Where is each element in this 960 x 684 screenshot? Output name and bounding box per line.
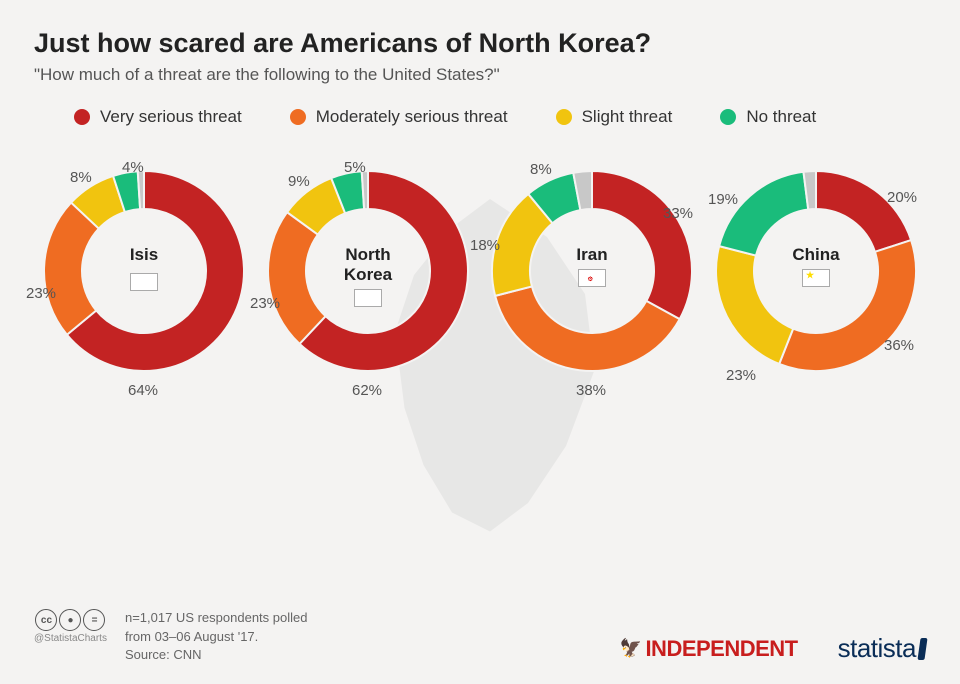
independent-text: INDEPENDENT [645, 636, 797, 662]
brand-logos: 🦅 INDEPENDENT statista [620, 633, 926, 664]
segment-value-label: 38% [576, 382, 606, 399]
donut-chart: China20%36%23%19% [712, 167, 920, 427]
footnote-line2: from 03–06 August '17. [125, 628, 308, 646]
donut-segment [816, 171, 911, 252]
legend-item: Slight threat [556, 107, 673, 127]
donut-chart: Iran33%38%18%8% [488, 167, 696, 427]
footnote-block: cc ● = @StatistaCharts n=1,017 US respon… [34, 609, 307, 664]
legend-label: Very serious threat [100, 107, 242, 127]
segment-value-label: 20% [887, 189, 917, 206]
segment-value-label: 19% [708, 191, 738, 208]
donut-center-label: China [712, 245, 920, 292]
segment-value-label: 36% [884, 337, 914, 354]
segment-value-label: 23% [726, 367, 756, 384]
legend-swatch [556, 109, 572, 125]
segment-value-label: 64% [128, 382, 158, 399]
source-text: Source: CNN [125, 646, 308, 664]
legend-label: Slight threat [582, 107, 673, 127]
segment-value-label: 8% [70, 169, 92, 186]
chart-subtitle: "How much of a threat are the following … [34, 65, 926, 85]
legend-swatch [720, 109, 736, 125]
flag-icon [354, 289, 382, 307]
segment-value-label: 18% [470, 237, 500, 254]
flag-icon [802, 269, 830, 287]
footnote-text: n=1,017 US respondents polled from 03–06… [125, 609, 308, 664]
segment-value-label: 9% [288, 173, 310, 190]
donut-center-label: Isis لا إله [40, 245, 248, 291]
footnote-line1: n=1,017 US respondents polled [125, 609, 308, 627]
legend-label: Moderately serious threat [316, 107, 508, 127]
footer: cc ● = @StatistaCharts n=1,017 US respon… [34, 609, 926, 664]
donut-center-label: Iran [488, 245, 696, 292]
by-icon: ● [59, 609, 81, 631]
donut-row: Isisلا إله64%23%8%4%NorthKorea62%23%9%5%… [34, 167, 926, 427]
nd-icon: = [83, 609, 105, 631]
segment-value-label: 33% [663, 205, 693, 222]
legend-item: Very serious threat [74, 107, 242, 127]
segment-value-label: 23% [250, 295, 280, 312]
segment-value-label: 4% [122, 159, 144, 176]
segment-value-label: 62% [352, 382, 382, 399]
legend-item: Moderately serious threat [290, 107, 508, 127]
donut-chart: NorthKorea62%23%9%5% [264, 167, 472, 427]
independent-logo: 🦅 INDEPENDENT [620, 636, 798, 662]
donut-segment [719, 172, 808, 256]
donut-name: China [712, 245, 920, 265]
infographic-container: Just how scared are Americans of North K… [0, 0, 960, 684]
donut-name: Isis [40, 245, 248, 265]
segment-value-label: 5% [344, 159, 366, 176]
legend-item: No threat [720, 107, 816, 127]
statista-text: statista [838, 633, 916, 664]
legend: Very serious threat Moderately serious th… [74, 107, 926, 127]
donut-name: NorthKorea [264, 245, 472, 285]
statista-handle: @StatistaCharts [34, 633, 107, 644]
legend-swatch [74, 109, 90, 125]
legend-label: No threat [746, 107, 816, 127]
donut-name: Iran [488, 245, 696, 265]
cc-icon: cc [35, 609, 57, 631]
donut-chart: Isisلا إله64%23%8%4% [40, 167, 248, 427]
flag-icon [578, 269, 606, 287]
cc-license-icons: cc ● = @StatistaCharts [34, 609, 107, 644]
segment-value-label: 23% [26, 285, 56, 302]
segment-value-label: 8% [530, 161, 552, 178]
eagle-icon: 🦅 [620, 638, 642, 659]
donut-center-label: NorthKorea [264, 245, 472, 312]
legend-swatch [290, 109, 306, 125]
statista-logo: statista [838, 633, 926, 664]
chart-title: Just how scared are Americans of North K… [34, 28, 926, 59]
flag-icon: لا إله [130, 273, 158, 291]
statista-mark-icon [917, 638, 927, 660]
